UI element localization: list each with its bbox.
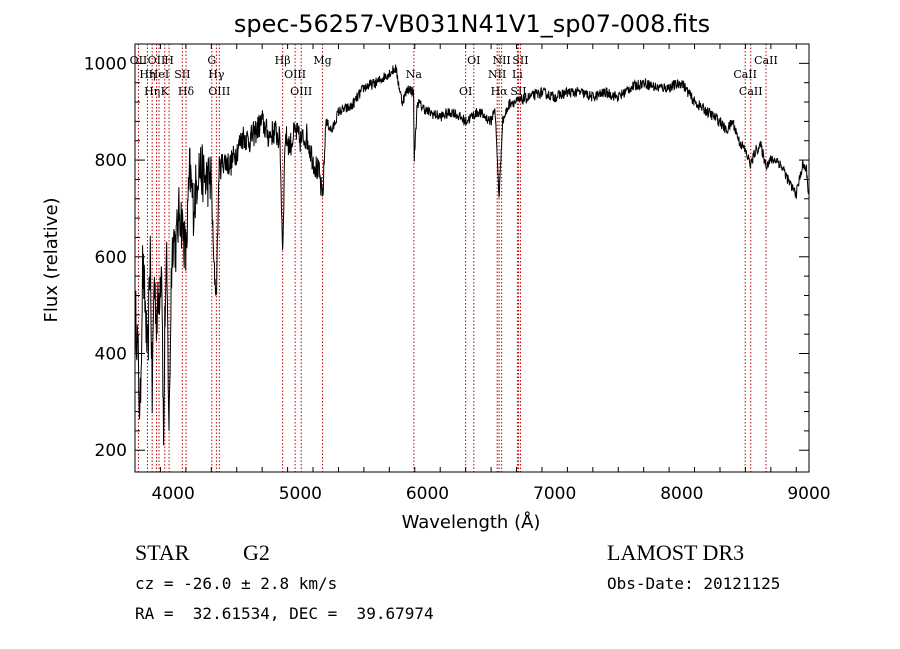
line-label-8: Hδ: [178, 85, 195, 98]
line-label-13: OIII: [284, 68, 306, 81]
line-label-27: CaII: [754, 54, 778, 67]
line-label-14: OIII: [290, 85, 312, 98]
line-label-0: OII: [130, 54, 148, 67]
x-axis: 4000 5000 6000 7000 8000 9000: [134, 44, 831, 504]
line-label-12: Hβ: [275, 54, 291, 67]
line-label-2: Hη: [144, 85, 160, 98]
y-tick-label-600: 600: [95, 248, 127, 268]
x-tick-label-4000: 4000: [152, 484, 195, 504]
line-label-19: NII: [488, 68, 506, 81]
line-label-11: OIII: [208, 85, 230, 98]
object-subclass: G2: [243, 540, 270, 565]
line-label-5: K: [161, 85, 170, 98]
spectrum-series-line: [134, 64, 809, 446]
x-tick-label-5000: 5000: [279, 484, 322, 504]
x-tick-label-9000: 9000: [787, 484, 830, 504]
observation-date: Obs-Date: 20121125: [607, 574, 781, 593]
y-tick-label-800: 800: [95, 151, 127, 171]
chart-title: spec-56257-VB031N41V1_sp07-008.fits: [234, 10, 710, 38]
redshift-readout: cz = -26.0 ± 2.8 km/s: [135, 574, 338, 593]
line-label-23: SII: [510, 85, 526, 98]
x-axis-label: Wavelength (Å): [402, 511, 541, 533]
spectral-line-labels: OIIHηHηOIIHeIKHSIIHδGHγOIIIHβOIIIOIIIMgN…: [130, 54, 778, 98]
line-label-9: G: [207, 54, 216, 67]
y-tick-label-200: 200: [95, 441, 127, 461]
line-label-26: CaII: [739, 85, 763, 98]
y-axis: 200 400 600 800 1000: [84, 54, 809, 461]
plot-frame: [134, 43, 810, 473]
x-tick-label-7000: 7000: [533, 484, 576, 504]
coordinates-readout: RA = 32.61534, DEC = 39.67974: [135, 604, 434, 623]
line-label-25: CaII: [733, 68, 757, 81]
line-label-16: Na: [406, 68, 423, 81]
line-label-18: OI: [467, 54, 480, 67]
line-label-20: Hα: [491, 85, 509, 98]
line-label-1: Hη: [139, 68, 155, 81]
line-label-6: H: [164, 54, 174, 67]
line-label-3: OII: [148, 54, 166, 67]
line-label-21: NII: [492, 54, 510, 67]
line-label-7: SII: [174, 68, 190, 81]
y-tick-label-400: 400: [95, 345, 127, 365]
object-type: STAR: [135, 540, 190, 565]
line-label-22: Li: [512, 68, 523, 81]
line-label-10: Hγ: [208, 68, 225, 81]
line-label-17: OI: [459, 85, 472, 98]
x-tick-label-6000: 6000: [406, 484, 449, 504]
survey-name: LAMOST DR3: [607, 540, 745, 565]
x-tick-label-8000: 8000: [660, 484, 703, 504]
y-tick-label-1000: 1000: [84, 54, 127, 74]
y-axis-label: Flux (relative): [41, 197, 62, 322]
line-label-24: SII: [512, 54, 528, 67]
line-label-4: HeI: [149, 68, 169, 81]
spectral-line-markers: [137, 44, 767, 472]
line-label-15: Mg: [313, 54, 331, 67]
